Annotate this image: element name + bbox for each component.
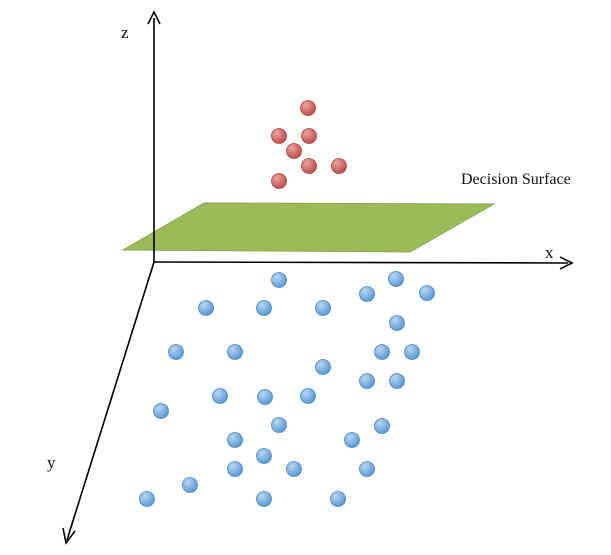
- class-below-point-12: [404, 344, 420, 360]
- class-below-point-2: [388, 271, 404, 287]
- x-axis-label: x: [545, 243, 554, 262]
- class-below-point-28: [182, 477, 198, 493]
- class-below-point-13: [315, 359, 331, 375]
- class-above-point-5: [301, 158, 317, 174]
- class-below-point-4: [419, 285, 435, 301]
- class-below-point-14: [359, 373, 375, 389]
- class-below-point-20: [271, 417, 287, 433]
- y-axis-label: y: [47, 453, 56, 472]
- y-axis-arrowhead: [62, 527, 76, 545]
- class-below-point-15: [389, 373, 405, 389]
- class-above-point-1: [300, 100, 316, 116]
- class-below-point-10: [227, 344, 243, 360]
- class-below-point-21: [374, 418, 390, 434]
- class-below-points: [139, 271, 435, 507]
- class-below-point-27: [359, 461, 375, 477]
- class-below-point-26: [286, 461, 302, 477]
- decision-surface-plane: [121, 202, 496, 253]
- y-axis: [66, 261, 155, 541]
- class-below-point-17: [257, 389, 273, 405]
- class-below-point-9: [168, 344, 184, 360]
- decision-surface-label: Decision Surface: [461, 171, 571, 188]
- class-below-point-5: [198, 300, 214, 316]
- class-above-point-7: [271, 173, 287, 189]
- class-below-point-25: [227, 461, 243, 477]
- z-axis-label: z: [121, 23, 129, 42]
- class-below-point-29: [139, 491, 155, 507]
- class-above-point-6: [331, 158, 347, 174]
- class-below-point-16: [212, 388, 228, 404]
- z-axis-arrowhead: [147, 10, 161, 25]
- class-below-point-31: [330, 491, 346, 507]
- class-above-points: [271, 100, 347, 189]
- class-below-point-30: [256, 491, 272, 507]
- class-below-point-7: [315, 300, 331, 316]
- class-below-point-3: [359, 286, 375, 302]
- class-below-point-24: [256, 448, 272, 464]
- axes: [62, 10, 574, 545]
- x-axis: [153, 261, 569, 264]
- class-above-point-4: [286, 143, 302, 159]
- class-below-point-6: [256, 300, 272, 316]
- class-below-point-1: [271, 272, 287, 288]
- class-below-point-8: [389, 315, 405, 331]
- class-above-point-2: [271, 128, 287, 144]
- class-below-point-23: [344, 432, 360, 448]
- x-axis-arrowhead: [559, 256, 574, 270]
- class-above-point-3: [301, 128, 317, 144]
- class-below-point-19: [153, 403, 169, 419]
- class-below-point-18: [300, 388, 316, 404]
- class-below-point-22: [227, 432, 243, 448]
- class-below-point-11: [374, 344, 390, 360]
